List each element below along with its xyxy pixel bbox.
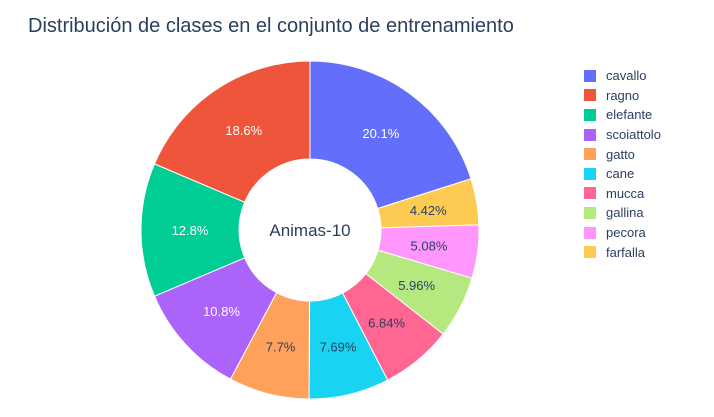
legend-label: scoiattolo [606,127,661,143]
legend-item-farfalla[interactable]: farfalla [584,242,661,262]
legend-label: gallina [606,205,644,221]
legend-label: gatto [606,146,635,162]
legend-item-scoiattolo[interactable]: scoiattolo [584,125,661,145]
legend-swatch [584,89,596,102]
legend-item-mucca[interactable]: mucca [584,184,661,204]
legend-swatch [584,226,596,239]
slice-ragno[interactable] [153,60,311,203]
slice-cavallo[interactable] [309,60,472,210]
legend-item-cane[interactable]: cane [584,164,661,184]
slice-label-scoiattolo: 10.8% [203,304,240,319]
legend-item-cavallo[interactable]: cavallo [584,66,661,86]
legend-item-gatto[interactable]: gatto [584,144,661,164]
legend-swatch [584,148,596,161]
legend-item-gallina[interactable]: gallina [584,203,661,223]
legend-item-pecora[interactable]: pecora [584,223,661,243]
legend-label: mucca [606,185,645,201]
legend-label: ragno [606,87,640,103]
slice-label-gatto: 7.7% [266,339,296,354]
legend-swatch [584,246,596,259]
slice-label-cane: 7.69% [320,340,357,355]
slice-label-cavallo: 20.1% [362,126,399,141]
legend: cavallo ragno elefante scoiattolo gatto cane m… [584,66,661,262]
legend-label: cavallo [606,68,647,84]
legend-swatch [584,167,596,180]
legend-swatch [584,108,596,121]
slice-label-ragno: 18.6% [225,123,262,138]
legend-item-ragno[interactable]: ragno [584,86,661,106]
slice-label-mucca: 6.84% [368,315,405,330]
legend-swatch [584,187,596,200]
legend-item-elefante[interactable]: elefante [584,105,661,125]
legend-label: pecora [606,225,646,241]
chart-title: Distribución de clases en el conjunto de… [28,15,514,37]
donut-center-label: Animas-10 [269,221,350,240]
legend-label: cane [606,166,635,182]
legend-swatch [584,128,596,141]
legend-swatch [584,69,596,82]
legend-label: elefante [606,107,653,123]
slice-label-farfalla: 4.42% [410,203,447,218]
slice-label-pecora: 5.08% [411,239,448,254]
slice-label-gallina: 5.96% [398,278,435,293]
legend-label: farfalla [606,244,646,260]
legend-swatch [584,206,596,219]
slice-label-elefante: 12.8% [172,223,209,238]
